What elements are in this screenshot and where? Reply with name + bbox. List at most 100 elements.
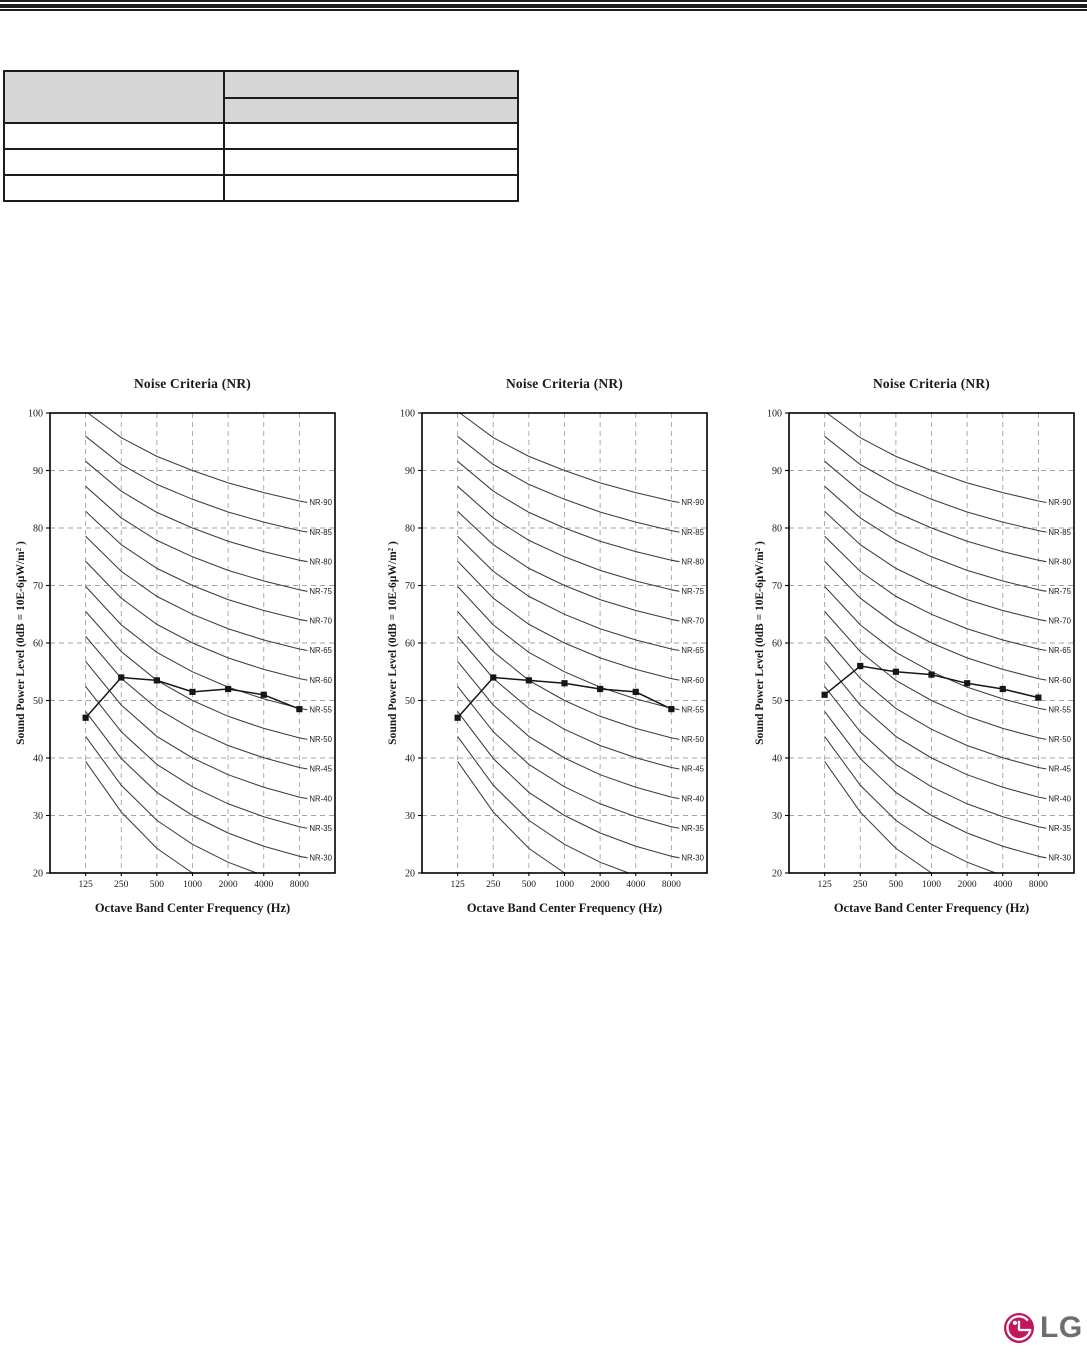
series-marker — [668, 706, 675, 713]
nr-curve-label: NR-55 — [1048, 705, 1071, 714]
table-header-row — [4, 97, 519, 124]
series-sound-power-level — [454, 674, 675, 721]
chart-title: Noise Criteria (NR) — [133, 376, 251, 391]
x-tick-label: 250 — [114, 880, 129, 890]
nr-curve-label: NR-90 — [681, 498, 704, 507]
nr-curve-label: NR-80 — [309, 557, 332, 566]
series-marker — [189, 688, 196, 695]
nr-curve-label: NR-70 — [681, 617, 704, 626]
x-tick-label: 4000 — [254, 880, 273, 890]
x-tick-label: 1000 — [922, 880, 941, 890]
nr-curve-label: NR-70 — [309, 617, 332, 626]
nr-curve-label: NR-45 — [681, 765, 704, 774]
table-header-cell-left — [3, 70, 225, 124]
nr-curve-label: NR-60 — [1048, 676, 1071, 685]
x-tick-label: 8000 — [662, 880, 681, 890]
y-tick-label: 100 — [400, 409, 415, 420]
chart-title: Noise Criteria (NR) — [872, 376, 990, 391]
noise-criteria-chart-3: NR-30 NR-35 NR-40 NR-45 NR-50 NR-55 NR-60 NR-65… — [747, 370, 1087, 928]
chart-y-axis-label: Sound Power Level (0dB = 10E-6µW/m² ) — [387, 541, 399, 745]
x-tick-label: 4000 — [993, 880, 1012, 890]
table-cell — [223, 148, 519, 176]
table-row — [3, 122, 519, 150]
nr-curve-label: NR-90 — [1048, 498, 1071, 507]
axis-ticks — [46, 412, 300, 876]
series-marker — [964, 680, 971, 687]
series-marker — [296, 706, 303, 713]
series-marker — [260, 691, 267, 698]
nr-curve-label: NR-65 — [309, 646, 332, 655]
x-tick-label: 2000 — [958, 880, 977, 890]
y-tick-label: 40 — [405, 754, 415, 765]
series-marker — [1035, 694, 1042, 701]
y-tick-label: 80 — [33, 524, 43, 535]
nr-curve-label: NR-70 — [1048, 617, 1071, 626]
chart-title: Noise Criteria (NR) — [505, 376, 623, 391]
lg-logo-text: LG — [1040, 1311, 1083, 1344]
series-marker — [153, 677, 160, 684]
x-tick-label: 1000 — [183, 880, 202, 890]
nr-curve-label: NR-35 — [1048, 824, 1071, 833]
x-tick-label: 125 — [818, 880, 833, 890]
nr-curve-label: NR-65 — [1048, 646, 1071, 655]
nr-reference-curves — [824, 412, 1039, 874]
series-marker — [632, 688, 639, 695]
nr-curve-label: NR-75 — [681, 587, 704, 596]
series-marker — [892, 668, 899, 675]
chart-plot-area: NR-30 NR-35 NR-40 NR-45 NR-50 NR-55 NR-60 NR-65… — [400, 409, 708, 890]
nr-curve-label: NR-90 — [309, 498, 332, 507]
y-tick-labels: 20 30 40 50 60 70 80 90 100 — [400, 409, 415, 880]
nr-curve-label: NR-75 — [309, 587, 332, 596]
y-tick-label: 100 — [28, 409, 43, 420]
y-tick-label: 60 — [405, 639, 415, 650]
nr-curve-labels: NR-30 NR-35 NR-40 NR-45 NR-50 NR-55 NR-60 NR-65… — [1038, 498, 1072, 863]
nr-curve-label: NR-75 — [1048, 587, 1071, 596]
nr-curve-label: NR-35 — [681, 824, 704, 833]
nr-curve-label: NR-65 — [681, 646, 704, 655]
chart-plot-area: NR-30 NR-35 NR-40 NR-45 NR-50 NR-55 NR-60 NR-65… — [28, 409, 336, 890]
y-tick-label: 30 — [405, 811, 415, 822]
y-tick-label: 20 — [33, 869, 43, 880]
nr-curve-label: NR-80 — [1048, 557, 1071, 566]
nr-curve-label: NR-85 — [681, 528, 704, 537]
y-tick-label: 80 — [772, 524, 782, 535]
lg-logo: LG — [1003, 1310, 1083, 1346]
y-tick-label: 100 — [767, 409, 782, 420]
nr-reference-curves — [457, 412, 672, 874]
x-tick-label: 500 — [150, 880, 165, 890]
nr-curve-labels: NR-30 NR-35 NR-40 NR-45 NR-50 NR-55 NR-60 NR-65… — [299, 498, 333, 863]
nr-curve-label: NR-30 — [309, 854, 332, 863]
x-tick-labels: 125 250 500 1000 2000 4000 8000 — [818, 880, 1049, 890]
nr-curve-label: NR-85 — [1048, 528, 1071, 537]
chart-x-axis-label: Octave Band Center Frequency (Hz) — [94, 901, 291, 915]
series-marker — [821, 691, 828, 698]
series-marker — [525, 677, 532, 684]
table-cell — [223, 122, 519, 150]
x-tick-label: 2000 — [219, 880, 238, 890]
x-tick-label: 2000 — [591, 880, 610, 890]
table-cell — [3, 174, 225, 202]
nr-curve-label: NR-30 — [1048, 854, 1071, 863]
nr-curve-label: NR-60 — [309, 676, 332, 685]
series-marker — [999, 685, 1006, 693]
table-header-row — [3, 70, 519, 124]
series-marker — [454, 714, 461, 721]
nr-curve-label: NR-45 — [1048, 765, 1071, 774]
y-tick-label: 70 — [405, 581, 415, 592]
x-tick-label: 4000 — [626, 880, 645, 890]
x-tick-label: 8000 — [1029, 880, 1048, 890]
nr-curve-label: NR-50 — [1048, 735, 1071, 744]
chart-y-axis-label: Sound Power Level (0dB = 10E-6µW/m² ) — [15, 541, 27, 745]
table-header-cell-right-bottom — [223, 97, 519, 124]
series-marker — [82, 714, 89, 721]
nr-curve-label: NR-50 — [309, 735, 332, 744]
y-tick-label: 80 — [405, 524, 415, 535]
x-tick-label: 8000 — [290, 880, 309, 890]
nr-curve-label: NR-40 — [1048, 794, 1071, 803]
y-tick-label: 30 — [772, 811, 782, 822]
x-tick-label: 500 — [889, 880, 904, 890]
series-sound-power-level — [821, 662, 1042, 701]
nr-curve-label: NR-80 — [681, 557, 704, 566]
y-tick-label: 40 — [772, 754, 782, 765]
axis-ticks — [418, 412, 672, 876]
